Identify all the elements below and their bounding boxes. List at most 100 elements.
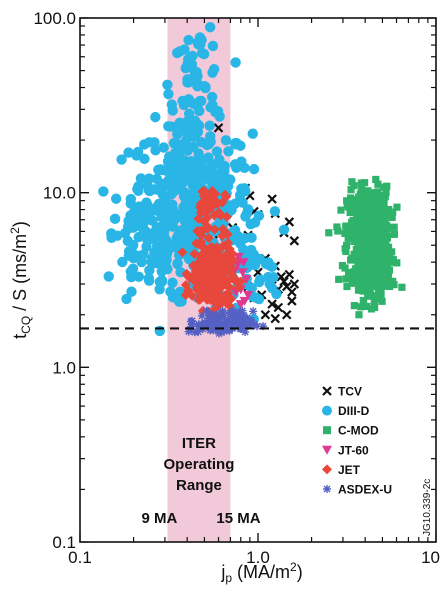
- data-point: [343, 197, 351, 205]
- data-point: [164, 207, 175, 219]
- data-point: [366, 255, 374, 263]
- data-point: [384, 243, 392, 251]
- data-point: [204, 120, 215, 131]
- data-point: [198, 311, 207, 320]
- data-point: [174, 146, 185, 158]
- data-point: [357, 260, 365, 268]
- legend-marker: [323, 426, 331, 435]
- legend-item-diii-d: DIII-D: [322, 404, 370, 418]
- legend-marker: [322, 464, 332, 475]
- y-tick-label: 0.1: [52, 533, 76, 552]
- data-point: [370, 297, 378, 305]
- data-point: [167, 219, 178, 230]
- data-point: [201, 139, 213, 151]
- legend-label: JET: [338, 463, 361, 477]
- data-point: [224, 322, 233, 331]
- data-point: [126, 245, 137, 257]
- data-point: [110, 193, 122, 204]
- data-point: [343, 282, 351, 291]
- data-point: [206, 91, 218, 103]
- data-point: [364, 200, 372, 208]
- data-point: [346, 208, 354, 217]
- data-point: [126, 271, 137, 283]
- data-point: [244, 321, 253, 330]
- x-axis-title-end: ): [297, 562, 303, 582]
- data-point: [199, 319, 208, 328]
- data-point: [143, 173, 155, 184]
- data-point: [393, 203, 401, 211]
- data-point: [189, 248, 200, 259]
- data-point: [355, 196, 363, 204]
- data-point: [180, 290, 191, 301]
- data-point: [378, 202, 386, 210]
- x-tick-label: 0.1: [68, 548, 92, 567]
- data-point: [240, 186, 251, 197]
- data-point: [123, 147, 134, 158]
- data-point: [374, 180, 382, 188]
- data-point: [220, 135, 232, 146]
- legend-item-tcv: TCV: [322, 385, 362, 399]
- data-point: [355, 271, 363, 279]
- data-point: [160, 260, 171, 271]
- legend-item-asdex-u: ASDEX-U: [323, 483, 392, 497]
- data-point: [388, 213, 396, 222]
- data-point: [341, 264, 349, 272]
- data-point: [190, 155, 201, 167]
- data-point: [371, 271, 379, 279]
- data-point: [350, 200, 358, 208]
- data-point: [214, 329, 223, 338]
- data-point: [356, 214, 364, 222]
- data-point: [363, 266, 371, 274]
- legend-marker: [322, 405, 332, 416]
- data-point: [267, 299, 277, 309]
- data-point: [351, 206, 360, 214]
- data-point: [223, 146, 234, 157]
- data-point: [217, 224, 228, 235]
- data-point: [344, 269, 353, 277]
- data-point: [355, 311, 363, 319]
- data-point: [361, 179, 369, 187]
- legend-label: DIII-D: [338, 404, 370, 418]
- reference-code: JG10.339-2c: [422, 479, 433, 536]
- legend-label: ASDEX-U: [338, 483, 392, 497]
- data-point: [243, 290, 254, 300]
- data-point: [355, 236, 363, 245]
- y-axis-title-sup: 2: [8, 227, 22, 234]
- data-point: [213, 123, 224, 133]
- y-tick-label: 10.0: [43, 184, 76, 203]
- data-point: [220, 189, 231, 200]
- data-point: [374, 283, 382, 291]
- data-point: [241, 328, 250, 336]
- data-point: [208, 64, 220, 75]
- legend-marker: [322, 386, 332, 396]
- data-point: [186, 317, 195, 326]
- data-point: [109, 213, 121, 225]
- data-point: [260, 309, 271, 320]
- data-point: [194, 95, 206, 107]
- legend: TCV DIII-D C-MOD JT-60 JET ASDEX-U: [322, 385, 392, 497]
- data-point: [383, 222, 391, 230]
- data-point: [246, 282, 258, 294]
- data-point: [393, 259, 401, 267]
- data-point: [139, 153, 150, 165]
- data-point: [231, 312, 240, 321]
- data-point: [358, 285, 367, 293]
- data-point: [238, 258, 249, 268]
- data-point: [171, 236, 182, 248]
- data-point: [375, 254, 383, 262]
- data-point: [347, 234, 355, 242]
- data-point: [366, 286, 374, 294]
- data-point: [183, 34, 194, 46]
- data-point: [325, 229, 333, 237]
- data-point: [362, 260, 370, 268]
- data-point: [361, 228, 370, 236]
- data-point: [230, 57, 241, 68]
- data-point: [281, 309, 292, 320]
- data-point: [241, 275, 252, 285]
- data-point: [167, 292, 179, 303]
- data-point: [370, 202, 378, 210]
- data-point: [289, 279, 300, 289]
- data-point: [259, 322, 268, 331]
- data-point: [162, 166, 173, 177]
- x-axis-title-sub: p: [225, 571, 232, 585]
